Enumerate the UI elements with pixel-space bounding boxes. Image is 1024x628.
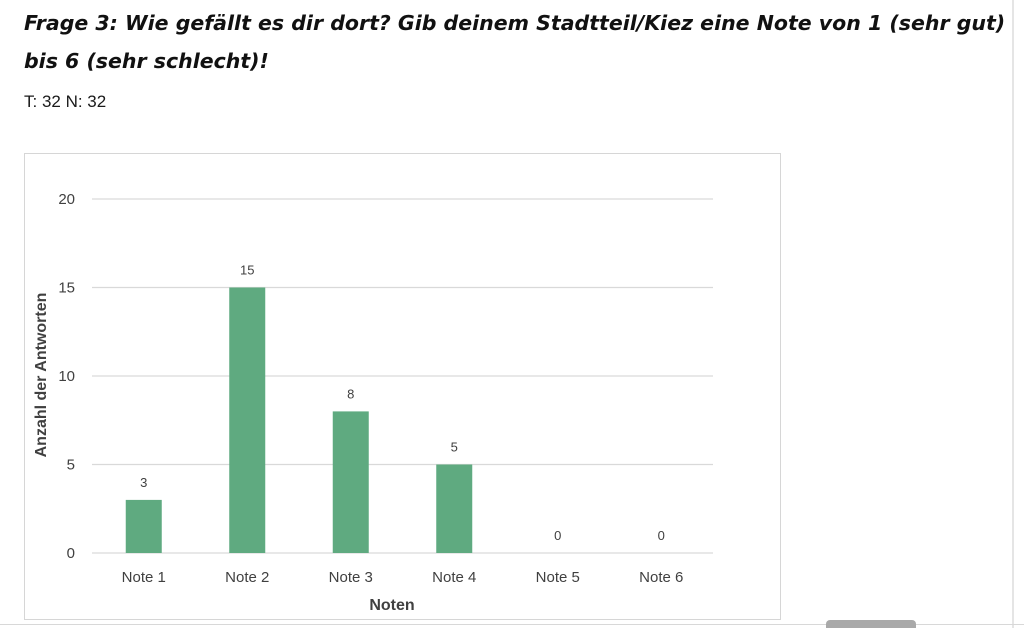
x-tick-label: Note 1: [122, 569, 166, 586]
bar-note-4: [436, 464, 473, 553]
data-label: 5: [451, 440, 458, 455]
y-tick-label: 15: [58, 280, 75, 297]
data-label: 0: [658, 528, 665, 543]
data-label: 0: [554, 528, 561, 543]
x-tick-label: Note 5: [536, 569, 580, 586]
data-label: 3: [140, 475, 147, 490]
data-label: 8: [347, 386, 354, 401]
x-tick-label: Note 6: [639, 569, 683, 586]
y-axis-tick-labels: 0 5 10 15 20: [58, 191, 75, 562]
window-edge: [1012, 0, 1014, 628]
grid-lines: [92, 198, 713, 554]
x-tick-label: Note 2: [225, 569, 269, 586]
y-tick-label: 20: [58, 191, 75, 208]
y-tick-label: 10: [58, 368, 75, 385]
question-title: Frage 3: Wie gefällt es dir dort? Gib de…: [24, 11, 1006, 73]
data-label: 15: [240, 263, 254, 278]
bar-note-1: [125, 499, 162, 553]
x-axis-tick-labels: Note 1 Note 2 Note 3 Note 4 Note 5 Note 6: [122, 569, 684, 586]
x-tick-label: Note 3: [329, 569, 373, 586]
x-axis-title: Noten: [369, 597, 414, 614]
bars: [125, 287, 473, 553]
bar-note-2: [229, 287, 266, 553]
response-stats: T: 32 N: 32: [24, 92, 107, 111]
bar-note-3: [332, 411, 369, 553]
y-tick-label: 5: [67, 457, 75, 474]
data-labels: 3 15 8 5 0 0: [140, 263, 665, 544]
horizontal-scrollbar-thumb[interactable]: [826, 620, 916, 628]
page-divider: [0, 624, 1024, 625]
x-tick-label: Note 4: [432, 569, 476, 586]
y-axis-title: Anzahl der Antworten: [33, 293, 50, 458]
y-tick-label: 0: [67, 545, 75, 562]
